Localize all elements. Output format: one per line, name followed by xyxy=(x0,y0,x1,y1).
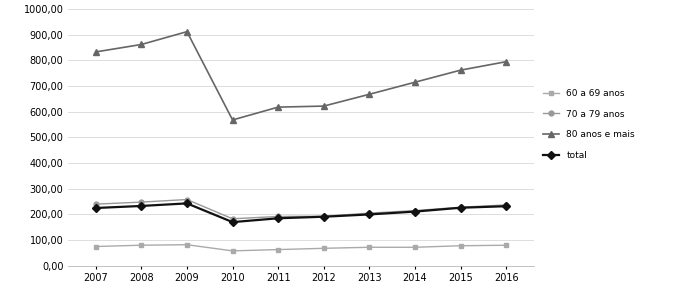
60 a 69 anos xyxy=(456,244,464,248)
70 a 79 anos xyxy=(183,198,191,201)
60 a 69 anos xyxy=(274,248,282,251)
60 a 69 anos xyxy=(137,243,146,247)
total xyxy=(228,220,237,224)
70 a 79 anos xyxy=(502,203,510,207)
80 anos e mais xyxy=(411,80,419,84)
total xyxy=(183,201,191,205)
total xyxy=(319,215,328,219)
60 a 69 anos xyxy=(92,245,100,248)
60 a 69 anos xyxy=(319,246,328,250)
total xyxy=(365,213,373,216)
80 anos e mais xyxy=(137,43,146,46)
80 anos e mais xyxy=(228,118,237,122)
80 anos e mais xyxy=(319,104,328,108)
60 a 69 anos xyxy=(365,246,373,249)
70 a 79 anos xyxy=(274,215,282,218)
80 anos e mais xyxy=(502,60,510,63)
80 anos e mais xyxy=(92,50,100,54)
80 anos e mais xyxy=(274,105,282,109)
Line: 60 a 69 anos: 60 a 69 anos xyxy=(93,242,509,253)
total xyxy=(92,206,100,210)
70 a 79 anos xyxy=(456,205,464,209)
70 a 79 anos xyxy=(411,209,419,212)
70 a 79 anos xyxy=(319,214,328,218)
total xyxy=(456,206,464,210)
70 a 79 anos xyxy=(137,200,146,204)
60 a 69 anos xyxy=(502,243,510,247)
80 anos e mais xyxy=(456,68,464,72)
total xyxy=(274,217,282,220)
80 anos e mais xyxy=(183,30,191,34)
60 a 69 anos xyxy=(228,249,237,253)
total xyxy=(502,204,510,208)
70 a 79 anos xyxy=(228,217,237,220)
70 a 79 anos xyxy=(92,202,100,206)
80 anos e mais xyxy=(365,92,373,96)
total xyxy=(411,210,419,214)
Line: 80 anos e mais: 80 anos e mais xyxy=(93,29,509,123)
Line: total: total xyxy=(93,201,509,225)
60 a 69 anos xyxy=(411,246,419,249)
Line: 70 a 79 anos: 70 a 79 anos xyxy=(93,197,509,221)
60 a 69 anos xyxy=(183,243,191,246)
70 a 79 anos xyxy=(365,211,373,215)
total xyxy=(137,204,146,208)
Legend: 60 a 69 anos, 70 a 79 anos, 80 anos e mais, total: 60 a 69 anos, 70 a 79 anos, 80 anos e ma… xyxy=(543,89,635,160)
